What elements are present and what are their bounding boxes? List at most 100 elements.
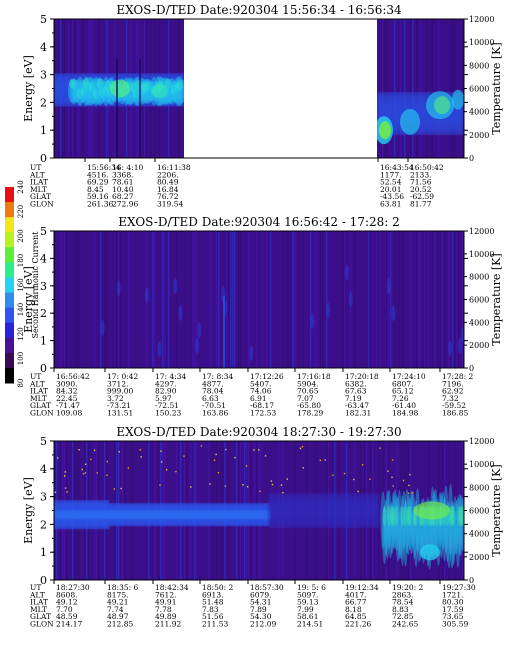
spectrogram-streak [332, 441, 334, 580]
spectrogram-feature [400, 495, 405, 566]
spectrogram-speck [264, 455, 267, 457]
spectrogram-feature [307, 492, 313, 529]
spectrogram-speck [369, 478, 371, 480]
spectrogram-feature [172, 72, 179, 107]
spectrogram-streak [410, 19, 412, 158]
spectrogram-feature [96, 77, 104, 106]
spectrogram-feature [72, 72, 78, 107]
spectrogram-feature [143, 83, 149, 94]
colorbar-segment [5, 262, 14, 278]
y2-tick-label: 10000 [469, 460, 494, 469]
spectrogram-feature [452, 89, 464, 110]
spectrogram-streak [302, 231, 304, 368]
spectrogram-feature [410, 491, 416, 549]
table-cell: 7.70 [56, 605, 73, 614]
spectrogram-speck [90, 458, 92, 461]
spectrogram-streak [462, 19, 464, 158]
spectrogram-streak [368, 231, 370, 368]
table-cell: 18:42:34 [155, 583, 189, 592]
table-row-label: UT [30, 583, 41, 592]
spectrogram-feature [343, 492, 349, 529]
spectrogram-streak [456, 231, 458, 368]
table-cell: -61.40 [392, 401, 416, 410]
spectrogram-feature [110, 79, 130, 98]
spectrogram-streak [100, 231, 102, 368]
spectrogram-feature [79, 72, 86, 107]
spectrogram-streak [338, 441, 340, 580]
spectrogram-feature [84, 77, 92, 106]
spectrogram-feature [326, 302, 331, 319]
spectrogram-feature [448, 340, 453, 357]
spectrogram-feature [385, 490, 390, 560]
spectrogram-streak [130, 19, 132, 158]
spectrogram-feature [305, 492, 311, 529]
y2-tick-label: 0 [469, 576, 474, 585]
spectrogram-streak [176, 231, 178, 368]
spectrogram-speck [258, 449, 260, 451]
spectrogram-streak [454, 441, 456, 580]
spectrogram-speck [270, 480, 273, 482]
y2-axis-label: Temperature [K] [490, 464, 503, 556]
spectrogram-speck [353, 478, 355, 481]
spectrogram-streak [74, 231, 76, 368]
table-cell: 18:57:30 [250, 583, 284, 592]
table-cell: 6807. [392, 379, 413, 388]
colorbar-tick-label: 100 [17, 352, 25, 365]
table-cell: 80.30 [442, 598, 464, 607]
spectrogram-speck [165, 469, 168, 471]
spectrogram-feature [445, 502, 450, 563]
table-cell: 5097. [297, 590, 318, 599]
spectrogram-streak [92, 19, 94, 158]
table-cell: 51.48 [202, 598, 224, 607]
spectrogram-streak [70, 19, 72, 158]
table-cell: 17: 4:34 [155, 372, 187, 381]
spectrogram-feature [69, 78, 75, 89]
spectrogram-feature [337, 492, 343, 529]
table-cell: 19:20: 2 [392, 583, 424, 592]
spectrogram-streak [334, 441, 336, 580]
spectrogram-feature [446, 501, 452, 569]
spectrogram-speck [246, 486, 249, 488]
spectrogram-feature [353, 492, 359, 529]
table-cell: 4516. [87, 170, 108, 179]
table-cell: 20.52 [410, 185, 432, 194]
table-cell: 178.29 [297, 409, 323, 418]
spectrogram-streak [290, 231, 292, 368]
table-cell: 150.23 [155, 409, 181, 418]
spectrogram-feature [363, 492, 369, 529]
table-cell: 80.49 [157, 178, 179, 187]
data-gap [184, 19, 377, 158]
spectrogram-feature [420, 544, 440, 561]
spectrogram-streak [314, 441, 316, 580]
y-tick-label: 1 [40, 335, 47, 348]
spectrogram-streak [410, 441, 412, 580]
spectrogram-streak [292, 231, 294, 368]
spectrogram-streak [58, 19, 60, 158]
table-cell: 19:12:34 [345, 583, 379, 592]
spectrogram-streak [388, 231, 390, 368]
table-cell: -70.51 [202, 401, 226, 410]
spectrogram-feature [281, 492, 287, 529]
table-cell: 22.45 [56, 394, 78, 403]
spectrogram-streak [380, 231, 382, 368]
spectrogram-streak [144, 19, 146, 158]
y2-tick-label: 4000 [469, 108, 489, 117]
spectrogram-feature [106, 72, 113, 107]
spectrogram-streak [226, 231, 228, 368]
spectrogram-streak [372, 441, 374, 580]
spectrogram-speck [139, 449, 142, 451]
spectrogram-feature [359, 492, 365, 529]
spectrogram-feature [389, 501, 395, 555]
spectrogram [54, 19, 464, 158]
table-cell: 6913. [202, 590, 223, 599]
spectrogram-feature [99, 86, 105, 97]
spectrogram-feature [90, 72, 96, 107]
spectrogram-streak [400, 19, 402, 158]
spectrogram-feature [165, 78, 171, 89]
table-cell: 8608. [56, 590, 77, 599]
spectrogram-speck [64, 471, 67, 473]
spectrogram-streak [404, 19, 406, 158]
spectrogram-streak [430, 19, 432, 158]
colorbar-segment [5, 322, 14, 339]
y-tick-label: 0 [40, 362, 47, 375]
